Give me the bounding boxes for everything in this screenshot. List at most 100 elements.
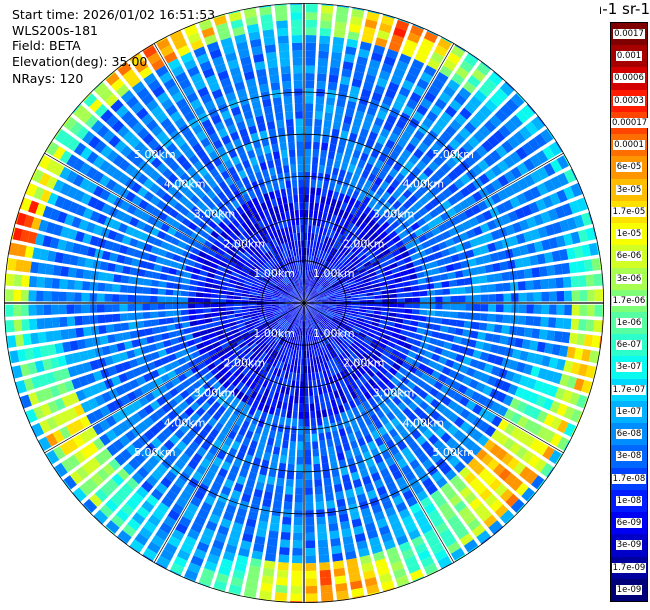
ray-gate bbox=[5, 304, 14, 317]
ray-gate bbox=[302, 293, 304, 301]
ray-gate bbox=[342, 270, 351, 277]
ray-gate bbox=[165, 123, 177, 136]
ray-gate bbox=[233, 189, 242, 199]
ray-gate bbox=[281, 354, 287, 363]
ray-gate bbox=[529, 186, 542, 199]
ray-gate bbox=[361, 363, 370, 372]
ray-gate bbox=[87, 397, 99, 410]
ray-gate bbox=[310, 263, 315, 272]
ray-gate bbox=[388, 428, 399, 438]
ray-gate bbox=[376, 29, 390, 41]
ray-gate bbox=[312, 295, 320, 299]
ray-gate bbox=[264, 297, 272, 300]
ray-gate bbox=[222, 44, 236, 55]
ray-gate bbox=[341, 68, 352, 78]
ray-gate bbox=[389, 262, 398, 269]
ray-gate bbox=[291, 264, 296, 272]
ray-gate bbox=[372, 318, 381, 323]
ray-gate bbox=[325, 315, 332, 321]
ray-gate bbox=[119, 313, 128, 322]
ray-gate bbox=[366, 292, 374, 296]
ray-gate bbox=[542, 446, 555, 460]
ray-gate bbox=[542, 146, 555, 160]
ray-gate bbox=[165, 303, 173, 310]
ray-gate bbox=[186, 211, 196, 221]
colorbar-cell: 1.7e-08 bbox=[611, 467, 647, 490]
ray-gate bbox=[447, 271, 456, 280]
ray-gate bbox=[129, 52, 140, 61]
ray-gate bbox=[329, 238, 336, 247]
ray-gate bbox=[171, 377, 181, 387]
ray-gate bbox=[329, 230, 336, 239]
ray-gate bbox=[510, 181, 522, 194]
ray-gate bbox=[310, 334, 315, 343]
ray-gate bbox=[96, 293, 105, 302]
ray-gate bbox=[116, 254, 126, 264]
ray-gate bbox=[203, 240, 213, 249]
start-time-text: Start time: 2026/01/02 16:51:53 bbox=[12, 7, 216, 22]
ray-gate bbox=[478, 468, 491, 481]
ray-gate bbox=[471, 524, 486, 538]
ray-gate bbox=[128, 321, 137, 330]
ray-gate bbox=[425, 148, 437, 160]
ray-gate bbox=[489, 344, 499, 354]
ray-gate bbox=[132, 229, 142, 239]
ray-gate bbox=[381, 163, 392, 174]
ray-gate bbox=[285, 111, 294, 120]
ray-gate bbox=[196, 130, 207, 142]
ray-gate bbox=[194, 489, 206, 501]
ray-gate bbox=[390, 376, 400, 386]
ray-gate bbox=[294, 395, 299, 404]
ray-gate bbox=[117, 468, 130, 481]
ray-gate bbox=[371, 504, 383, 515]
ray-gate bbox=[305, 304, 311, 311]
ray-gate bbox=[114, 264, 124, 273]
ray-gate bbox=[190, 194, 200, 205]
ray-gate bbox=[273, 205, 280, 215]
ray-gate bbox=[331, 468, 340, 478]
ray-gate bbox=[436, 403, 447, 414]
ray-gate bbox=[333, 437, 341, 446]
ray-gate bbox=[110, 78, 125, 92]
ray-gate bbox=[428, 161, 439, 172]
ray-gate bbox=[309, 403, 315, 412]
ray-gate bbox=[274, 104, 283, 114]
ray-gate bbox=[245, 323, 254, 329]
ray-gate bbox=[310, 309, 317, 316]
ray-gate bbox=[338, 169, 347, 178]
ray-gate bbox=[167, 410, 178, 421]
ray-gate bbox=[174, 323, 183, 330]
ray-gate bbox=[79, 350, 89, 362]
ray-gate bbox=[523, 158, 536, 172]
ray-gate bbox=[385, 225, 394, 235]
ray-gate bbox=[441, 318, 450, 325]
ray-gate bbox=[381, 290, 390, 295]
ray-gate bbox=[346, 278, 355, 284]
ray-gate bbox=[186, 166, 197, 177]
ray-gate bbox=[162, 339, 172, 348]
ray-gate bbox=[107, 229, 118, 241]
ray-gate bbox=[311, 426, 317, 434]
ray-gate bbox=[511, 246, 522, 258]
ray-gate bbox=[24, 245, 35, 259]
ray-gate bbox=[429, 337, 438, 346]
ray-gate bbox=[437, 223, 448, 233]
ray-gate bbox=[239, 152, 248, 162]
ray-gate bbox=[310, 309, 317, 316]
ray-gate bbox=[235, 179, 244, 189]
ray-gate bbox=[249, 291, 258, 296]
ray-gate bbox=[158, 281, 167, 288]
ray-gate bbox=[348, 318, 357, 323]
ray-gate bbox=[230, 19, 244, 29]
ray-gate bbox=[531, 475, 545, 490]
ray-gate bbox=[424, 202, 435, 212]
ray-gate bbox=[464, 387, 475, 398]
ray-gate bbox=[372, 403, 381, 413]
ray-gate bbox=[294, 303, 302, 305]
ray-gate bbox=[295, 217, 300, 226]
ray-gate bbox=[462, 512, 477, 525]
ray-gate bbox=[511, 348, 522, 360]
ray-gate bbox=[174, 136, 186, 148]
ray-gate bbox=[66, 438, 79, 452]
ray-gate bbox=[331, 248, 338, 257]
